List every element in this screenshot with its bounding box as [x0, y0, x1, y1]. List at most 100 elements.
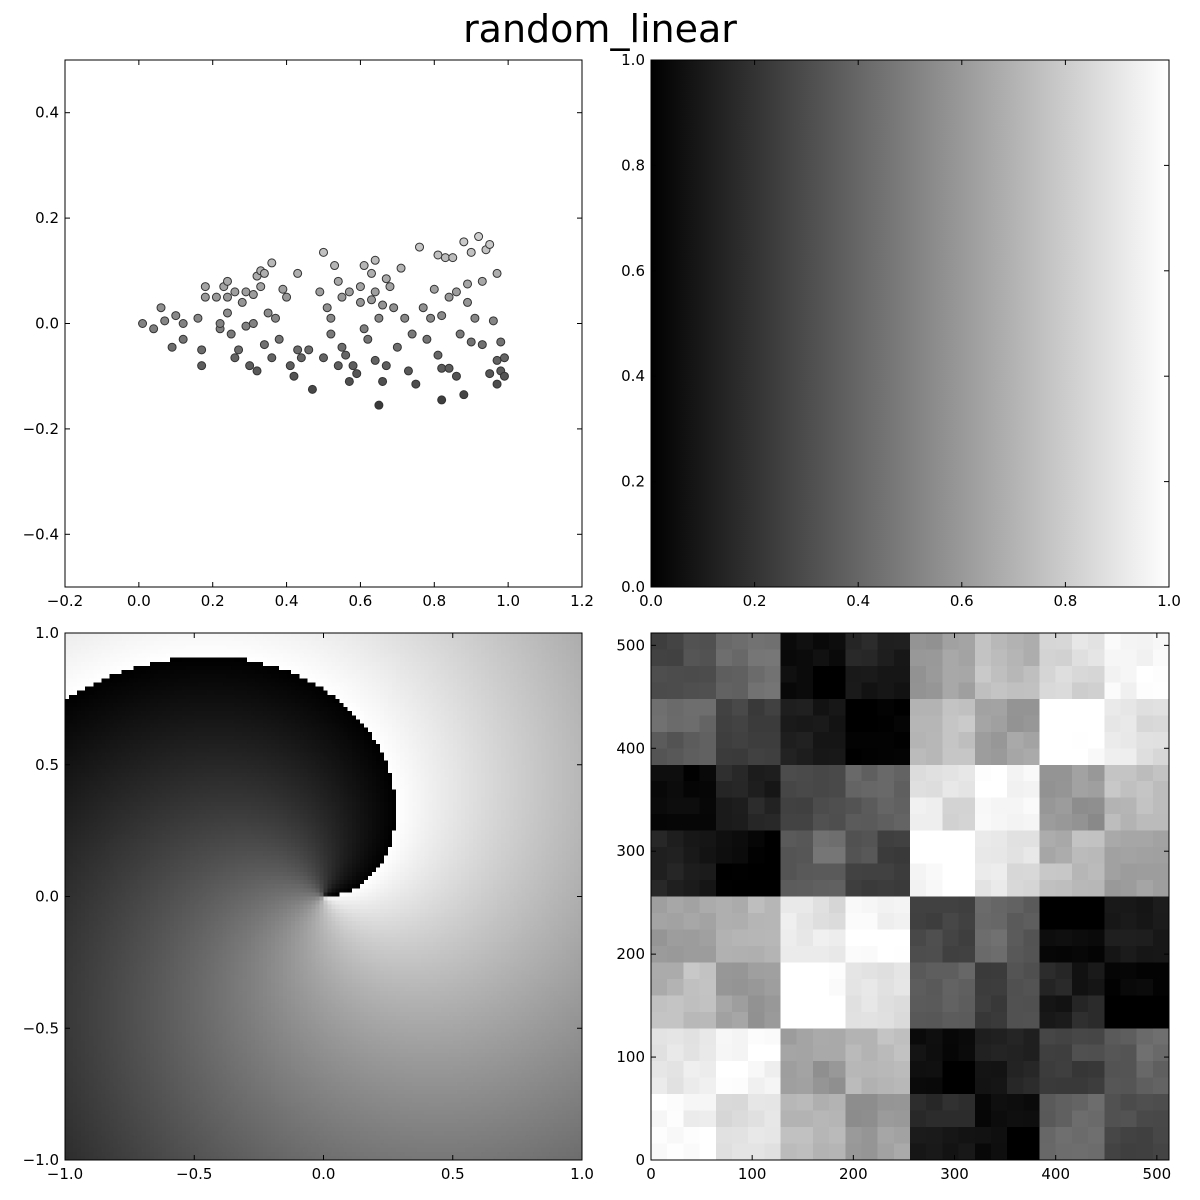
gradient-xtick-label: 0.6 [950, 592, 974, 610]
scatter-point [241, 287, 251, 297]
gradient-ytick-label: 0.6 [621, 262, 645, 280]
scatter-point [200, 292, 210, 302]
scatter-point [263, 308, 273, 318]
scatter-point [407, 329, 417, 339]
scatter-point [415, 242, 425, 252]
scatter-point [330, 261, 340, 271]
spiral-ytick-label: 1.0 [35, 624, 59, 642]
scatter-point [307, 384, 317, 394]
spiral-ytick-label: −0.5 [23, 1019, 59, 1037]
spiral-xtick-label: 0.5 [441, 1165, 465, 1183]
scatter-point [477, 276, 487, 286]
scatter-point [293, 345, 303, 355]
scatter-point [381, 274, 391, 284]
scatter-point [296, 353, 306, 363]
spiral-xtick-label: −0.5 [176, 1165, 212, 1183]
scatter-point [463, 279, 473, 289]
scatter-point [293, 268, 303, 278]
scatter-point [411, 379, 421, 389]
gradient-xtick-label: 0.2 [743, 592, 767, 610]
scatter-point [470, 313, 480, 323]
blocks-xtick-label: 300 [940, 1165, 969, 1183]
blocks-xtick-label: 500 [1143, 1165, 1172, 1183]
scatter-point [200, 282, 210, 292]
panels: −0.2 0.0 0.2 0.4 0.6 0.8 1.0 1.2−0.4−0.20.00.20… [23, 51, 1181, 1183]
blocks-canvas [651, 633, 1169, 1160]
scatter-point [285, 361, 295, 371]
scatter-point [341, 350, 351, 360]
scatter-point [226, 329, 236, 339]
scatter-point [437, 395, 447, 405]
gradient-xtick-label: 1.0 [1157, 592, 1181, 610]
blocks-xtick-label: 400 [1041, 1165, 1070, 1183]
scatter-ytick-label: 0.0 [35, 315, 59, 333]
scatter-point [374, 400, 384, 410]
scatter-point [422, 334, 432, 344]
scatter-point [256, 282, 266, 292]
scatter-point [319, 247, 328, 257]
blocks-image [651, 633, 1169, 1160]
scatter-point [400, 313, 410, 323]
scatter-point [248, 319, 258, 328]
blocks-xtick-label: 200 [839, 1165, 868, 1183]
scatter-point [167, 342, 177, 352]
scatter-point [433, 350, 443, 360]
scatter-point [496, 337, 506, 347]
gradient-xtick-label: 0.4 [846, 592, 870, 610]
scatter-point [315, 287, 325, 297]
spiral-ytick-label: −1.0 [23, 1151, 59, 1169]
gradient-axes-frame [650, 59, 1170, 588]
scatter-point [348, 361, 358, 371]
scatter-point [437, 311, 447, 321]
scatter-point [171, 311, 181, 321]
gradient-xtick-label: 0.8 [1053, 592, 1077, 610]
scatter-point [156, 303, 166, 313]
scatter-point [197, 361, 207, 371]
gradient-ytick-label: 1.0 [621, 51, 645, 69]
scatter-point [403, 366, 413, 376]
scatter-point [389, 303, 399, 313]
scatter-point [485, 239, 495, 249]
scatter-point [352, 369, 362, 379]
scatter-point [370, 355, 380, 365]
scatter-point [444, 292, 454, 302]
scatter-point [178, 334, 188, 344]
scatter-point [304, 345, 314, 355]
scatter-point [222, 308, 232, 318]
scatter-point [492, 355, 502, 365]
scatter-point [444, 363, 454, 373]
scatter-point [245, 361, 255, 371]
scatter-xtick-label: 0.0 [127, 592, 151, 610]
scatter-point [466, 337, 476, 347]
scatter-point [499, 371, 509, 381]
scatter-point [474, 232, 484, 242]
blocks-panel: 0 100 200 300 400 500 0 100 200 300 400 500 [616, 632, 1172, 1183]
scatter-point [274, 334, 284, 344]
scatter-point [392, 342, 402, 352]
scatter-point [222, 292, 232, 302]
scatter-point [234, 345, 244, 355]
scatter-point [344, 376, 354, 386]
spiral-ytick-label: 0.5 [35, 756, 59, 774]
scatter-point [451, 371, 461, 381]
scatter-point [492, 268, 502, 278]
scatter-point [437, 363, 447, 373]
gradient-ytick-label: 0.0 [621, 578, 645, 596]
blocks-xtick-label: 0 [646, 1165, 656, 1183]
scatter-point [211, 292, 221, 302]
spiral-xtick-label: −1.0 [47, 1165, 83, 1183]
scatter-point [440, 253, 450, 263]
spiral-ytick-label: 0.0 [35, 888, 59, 906]
blocks-xtick-label: 100 [738, 1165, 767, 1183]
scatter-point [241, 321, 251, 331]
scatter-xtick-label: 0.6 [348, 592, 372, 610]
gradient-xtick-label: 0.0 [639, 592, 663, 610]
scatter-point [289, 371, 299, 381]
scatter-point [230, 353, 240, 363]
scatter-ytick-label: 0.4 [35, 104, 59, 122]
scatter-point [381, 361, 391, 371]
spiral-panel: −1.0 −0.5 0.0 0.5 1.0 −1.0 −0.5 0.0 0.5 1.0 [23, 624, 594, 1183]
scatter-point [385, 282, 395, 292]
scatter-point [160, 316, 170, 326]
